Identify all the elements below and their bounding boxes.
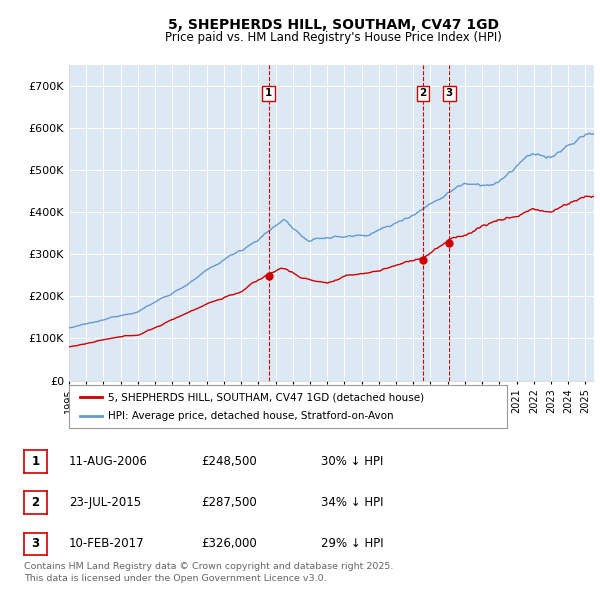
Text: £248,500: £248,500 [201, 455, 257, 468]
Text: 3: 3 [446, 88, 453, 99]
Text: £326,000: £326,000 [201, 537, 257, 550]
Text: 1: 1 [265, 88, 272, 99]
Text: 5, SHEPHERDS HILL, SOUTHAM, CV47 1GD (detached house): 5, SHEPHERDS HILL, SOUTHAM, CV47 1GD (de… [109, 392, 425, 402]
Text: 29% ↓ HPI: 29% ↓ HPI [321, 537, 383, 550]
Text: This data is licensed under the Open Government Licence v3.0.: This data is licensed under the Open Gov… [24, 574, 326, 583]
Text: 30% ↓ HPI: 30% ↓ HPI [321, 455, 383, 468]
Text: 10-FEB-2017: 10-FEB-2017 [69, 537, 145, 550]
Text: 1: 1 [31, 455, 40, 468]
Text: 5, SHEPHERDS HILL, SOUTHAM, CV47 1GD: 5, SHEPHERDS HILL, SOUTHAM, CV47 1GD [167, 18, 499, 32]
Text: Contains HM Land Registry data © Crown copyright and database right 2025.: Contains HM Land Registry data © Crown c… [24, 562, 394, 571]
Text: 2: 2 [31, 496, 40, 509]
Text: Price paid vs. HM Land Registry's House Price Index (HPI): Price paid vs. HM Land Registry's House … [164, 31, 502, 44]
Text: 3: 3 [31, 537, 40, 550]
Text: £287,500: £287,500 [201, 496, 257, 509]
Text: HPI: Average price, detached house, Stratford-on-Avon: HPI: Average price, detached house, Stra… [109, 411, 394, 421]
Text: 11-AUG-2006: 11-AUG-2006 [69, 455, 148, 468]
Text: 23-JUL-2015: 23-JUL-2015 [69, 496, 141, 509]
Text: 34% ↓ HPI: 34% ↓ HPI [321, 496, 383, 509]
Text: 2: 2 [419, 88, 427, 99]
